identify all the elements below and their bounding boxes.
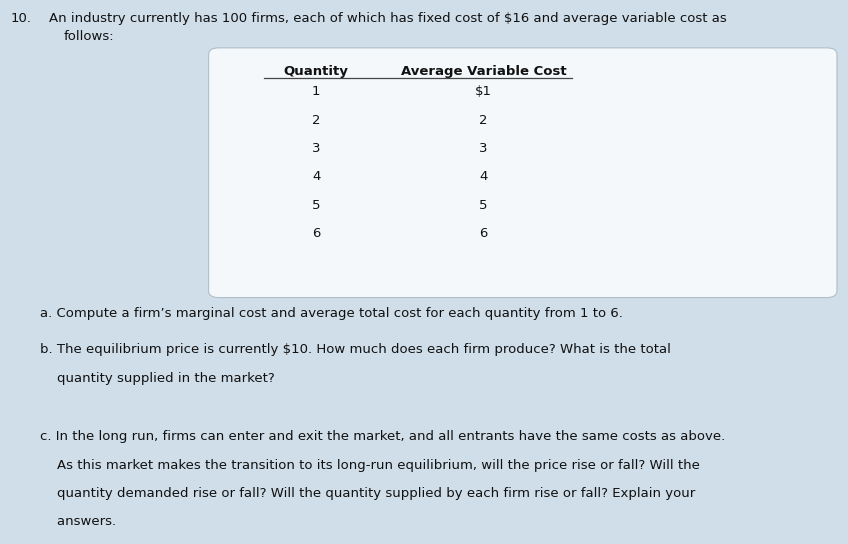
Text: a. Compute a firm’s marginal cost and average total cost for each quantity from : a. Compute a firm’s marginal cost and av… [40,307,622,320]
Text: answers.: answers. [40,515,116,528]
Text: $1: $1 [475,85,492,98]
Text: 1: 1 [312,85,321,98]
Text: As this market makes the transition to its long-run equilibrium, will the price : As this market makes the transition to i… [40,459,700,472]
Text: b. The equilibrium price is currently $10. How much does each firm produce? What: b. The equilibrium price is currently $1… [40,343,671,356]
Text: 6: 6 [479,227,488,240]
Text: Average Variable Cost: Average Variable Cost [400,65,566,78]
Text: 5: 5 [312,199,321,212]
Text: 4: 4 [312,170,321,183]
Text: 3: 3 [479,142,488,155]
Text: c. In the long run, firms can enter and exit the market, and all entrants have t: c. In the long run, firms can enter and … [40,430,725,443]
Text: An industry currently has 100 firms, each of which has fixed cost of $16 and ave: An industry currently has 100 firms, eac… [49,12,727,25]
Text: 2: 2 [479,114,488,127]
Text: 4: 4 [479,170,488,183]
Text: 5: 5 [479,199,488,212]
Text: follows:: follows: [64,30,114,43]
Text: 3: 3 [312,142,321,155]
Text: quantity demanded rise or fall? Will the quantity supplied by each firm rise or : quantity demanded rise or fall? Will the… [40,487,695,500]
Text: 2: 2 [312,114,321,127]
Text: quantity supplied in the market?: quantity supplied in the market? [40,372,275,385]
Text: 6: 6 [312,227,321,240]
Text: Quantity: Quantity [284,65,349,78]
Text: 10.: 10. [10,12,31,25]
